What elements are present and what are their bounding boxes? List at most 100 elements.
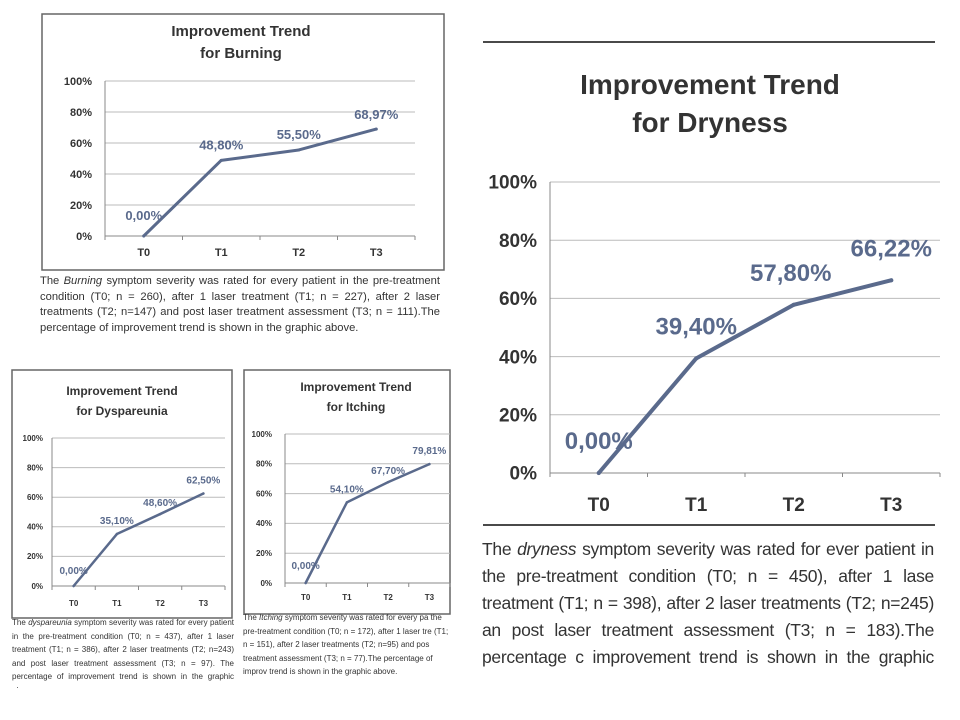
itching-y-tick-label: 0% [260, 579, 272, 588]
itching-caption: The Itching symptom severity was rated f… [243, 611, 449, 685]
burning-y-tick-label: 60% [70, 138, 92, 150]
burning-y-tick-label: 100% [64, 76, 92, 88]
itching-title-line2: for Itching [327, 400, 386, 414]
burning-data-point [374, 127, 378, 131]
itching-y-tick-label: 100% [252, 430, 272, 439]
dryness-data-label: 39,40% [656, 313, 737, 340]
dryness-bottom-rule [483, 524, 935, 526]
dryness-chart: Improvement Trend for Dryness 0% 20% 40% 60% 8… [488, 69, 941, 516]
dryness-caption-post: symptom severity was rated for ever pati… [482, 539, 934, 667]
dyspareunia-data-point [158, 512, 162, 516]
dyspareunia-data-label: 35,10% [100, 516, 134, 527]
dryness-data-point [791, 302, 796, 307]
dyspareunia-title-line1: Improvement Trend [66, 384, 177, 398]
burning-data-label: 48,80% [199, 137, 244, 152]
burning-data-point [219, 158, 223, 162]
dyspareunia-y-tick-label: 60% [27, 493, 43, 502]
itching-chart: Improvement Trend for Itching 0% 20% 40% 60% 8… [243, 369, 451, 615]
itching-frame [243, 369, 451, 615]
burning-x-tick-label: T3 [370, 247, 383, 259]
dyspareunia-y-tick-label: 80% [27, 463, 43, 472]
dyspareunia-series-line [72, 492, 205, 588]
dryness-chart-panel: Improvement Trend for Dryness 0% 20% 40% 60% 8… [480, 40, 941, 530]
dryness-y-tick-label: 0% [510, 464, 538, 485]
itching-data-point [386, 480, 390, 484]
burning-y-tick-label: 0% [76, 231, 92, 243]
dryness-title-line2: for Dryness [632, 107, 788, 138]
dryness-data-label: 0,00% [565, 428, 633, 455]
itching-x-tick-label: T0 [301, 593, 311, 602]
dryness-y-tick-label: 40% [499, 347, 537, 368]
itching-x-tick-label: T3 [425, 593, 435, 602]
dryness-data-label: 66,22% [851, 235, 932, 262]
dyspareunia-caption: The dyspareunia symptom severity was rat… [12, 616, 234, 688]
itching-data-label: 0,00% [291, 561, 319, 572]
dryness-title-line1: Improvement Trend [580, 69, 840, 100]
burning-title-line2: for Burning [200, 45, 282, 62]
itching-y-tick-label: 20% [256, 549, 272, 558]
dyspareunia-frame [11, 369, 233, 619]
burning-chart-panel: Improvement Trend for Burning 0% 20% 40% 60% 8… [0, 0, 460, 360]
itching-x-tick-label: T2 [383, 593, 393, 602]
dyspareunia-caption-symptom: dyspareunia [28, 618, 72, 627]
itching-data-label: 79,81% [412, 446, 446, 457]
itching-caption-symptom: Itching [259, 613, 283, 622]
dryness-caption-symptom: dryness [517, 539, 577, 559]
itching-caption-pre: The [243, 613, 260, 622]
dryness-x-tick-label: T0 [588, 495, 610, 516]
dyspareunia-y-tick-label: 0% [31, 582, 43, 591]
burning-series-line [142, 127, 378, 238]
dyspareunia-chart-panel: Improvement Trend for Dyspareunia 0% 20% 40%… [0, 360, 240, 620]
dyspareunia-caption-post: symptom severity was rated for every pat… [12, 618, 234, 688]
itching-y-tick-label: 80% [256, 460, 272, 469]
dyspareunia-data-label: 48,60% [143, 498, 177, 509]
dryness-x-tick-label: T2 [783, 495, 805, 516]
burning-y-tick-label: 40% [70, 169, 92, 181]
burning-y-tick-label: 80% [70, 107, 92, 119]
dyspareunia-x-tick-label: T1 [112, 599, 122, 608]
dyspareunia-x-tick-label: T0 [69, 599, 79, 608]
itching-caption-post: symptom severity was rated for every pa … [243, 613, 449, 676]
dyspareunia-y-tick-label: 20% [27, 552, 43, 561]
dyspareunia-data-label: 0,00% [59, 566, 87, 577]
dyspareunia-y-tick-label: 40% [27, 523, 43, 532]
dyspareunia-data-point [202, 492, 205, 495]
dryness-data-label: 57,80% [750, 260, 831, 287]
dyspareunia-title-line2: for Dyspareunia [76, 404, 168, 418]
dryness-y-tick-label: 80% [499, 231, 537, 252]
dryness-y-tick-label: 100% [488, 173, 537, 194]
dryness-series-line [596, 278, 894, 475]
burning-y-tick-label: 20% [70, 200, 92, 212]
itching-title-line1: Improvement Trend [300, 380, 411, 394]
itching-data-point [428, 462, 431, 466]
itching-data-point [304, 581, 307, 585]
burning-caption-pre: The [40, 275, 64, 287]
burning-caption-symptom: Burning [63, 275, 103, 287]
dryness-y-tick-label: 60% [499, 289, 537, 310]
dryness-y-tick-label: 20% [499, 405, 537, 426]
burning-data-point [142, 234, 146, 238]
burning-chart: Improvement Trend for Burning 0% 20% 40% 60% 8… [41, 13, 445, 271]
burning-caption-post: symptom severity was rated for every pat… [40, 275, 440, 334]
dryness-data-point [694, 356, 699, 361]
dyspareunia-data-label: 62,50% [186, 476, 220, 487]
dyspareunia-chart: Improvement Trend for Dyspareunia 0% 20% 40%… [11, 369, 233, 619]
dyspareunia-x-tick-label: T2 [155, 599, 165, 608]
burning-data-point [297, 148, 301, 152]
burning-x-tick-label: T1 [215, 247, 228, 259]
burning-data-label: 68,97% [354, 107, 399, 122]
burning-title-line1: Improvement Trend [171, 23, 310, 40]
itching-series-line [304, 462, 431, 585]
itching-data-point [345, 501, 349, 504]
itching-x-tick-label: T1 [342, 593, 352, 602]
dryness-caption-pre: The [482, 539, 518, 559]
burning-data-label: 55,50% [277, 127, 322, 142]
dryness-data-point [596, 471, 601, 475]
itching-data-label: 67,70% [371, 466, 405, 477]
burning-x-tick-label: T0 [137, 247, 150, 259]
dryness-top-rule [483, 41, 935, 43]
dyspareunia-x-tick-label: T3 [199, 599, 209, 608]
burning-caption: The Burning symptom severity was rated f… [40, 274, 440, 354]
dryness-x-tick-label: T3 [880, 495, 902, 516]
dyspareunia-data-point [115, 532, 119, 536]
